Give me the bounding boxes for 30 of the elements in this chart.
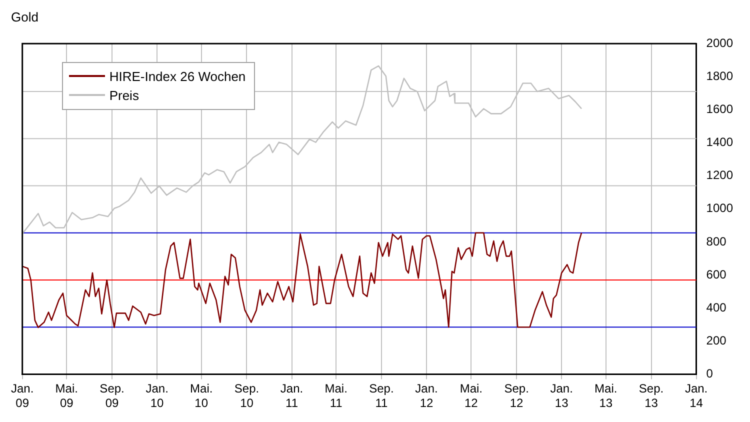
x-tick-label: Mai. 09 <box>55 382 78 410</box>
legend-label: Preis <box>109 86 139 105</box>
x-tick-label: Mai. 10 <box>190 382 213 410</box>
y-tick-label: 1200 <box>706 168 734 182</box>
y-tick-label: 200 <box>706 333 727 348</box>
x-tick-label: Mai. 12 <box>460 382 482 410</box>
x-tick-label: Jan. 14 <box>684 382 708 410</box>
y-tick-label: 0 <box>706 366 714 381</box>
y-tick-label: 2000 <box>706 36 734 50</box>
x-tick-label: Sep. 10 <box>234 382 260 410</box>
x-tick-label: Sep. 11 <box>369 382 394 410</box>
x-tick-label: Jan. 13 <box>550 382 573 410</box>
y-tick-label: 1400 <box>706 135 734 150</box>
x-tick-label: Mai. 11 <box>324 382 348 410</box>
y-tick-label: 1800 <box>706 68 734 83</box>
legend-label: HIRE-Index 26 Wochen <box>109 68 246 86</box>
x-tick-label: Jan. 12 <box>415 382 438 410</box>
x-tick-label: Sep. 12 <box>504 382 529 410</box>
x-tick-label: Jan. 10 <box>146 382 168 410</box>
x-tick-label: Jan. 09 <box>10 382 34 410</box>
x-tick-label: Sep. 13 <box>638 382 664 410</box>
y-tick-label: 600 <box>706 267 727 282</box>
y-tick-label: 1600 <box>706 102 734 116</box>
y-tick-label: 400 <box>706 300 727 314</box>
y-tick-label: 1000 <box>706 201 734 216</box>
x-tick-label: Sep. 09 <box>100 382 124 410</box>
x-tick-label: Jan. 11 <box>280 382 304 410</box>
x-tick-label: Mai. 13 <box>594 382 618 410</box>
y-tick-label: 800 <box>706 234 727 248</box>
chart-title: Gold <box>11 9 38 24</box>
